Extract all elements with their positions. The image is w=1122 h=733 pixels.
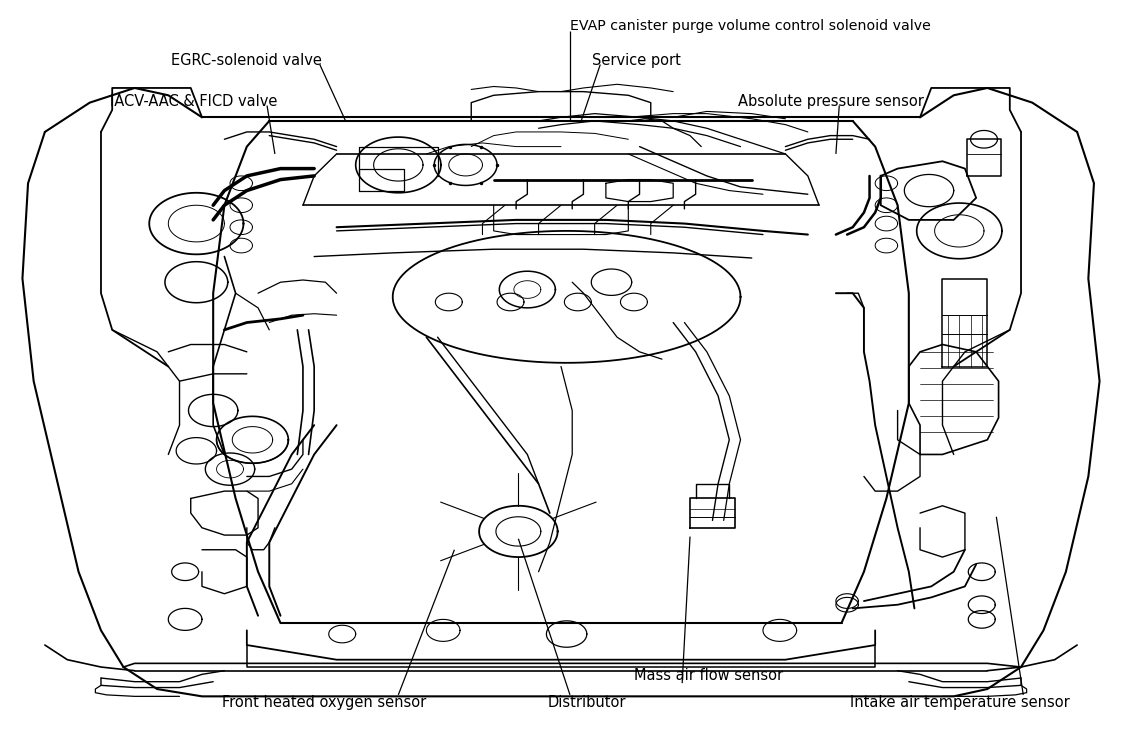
Text: Mass air flow sensor: Mass air flow sensor <box>634 668 783 683</box>
Text: Intake air temperature sensor: Intake air temperature sensor <box>850 695 1070 710</box>
Text: Front heated oxygen sensor: Front heated oxygen sensor <box>222 695 426 710</box>
Text: EGRC-solenoid valve: EGRC-solenoid valve <box>171 53 321 67</box>
Text: Absolute pressure sensor: Absolute pressure sensor <box>738 94 925 108</box>
Text: Service port: Service port <box>592 53 681 67</box>
Text: IACV-AAC & FICD valve: IACV-AAC & FICD valve <box>110 94 277 108</box>
Text: EVAP canister purge volume control solenoid valve: EVAP canister purge volume control solen… <box>570 18 931 33</box>
Text: Distributor: Distributor <box>548 695 626 710</box>
